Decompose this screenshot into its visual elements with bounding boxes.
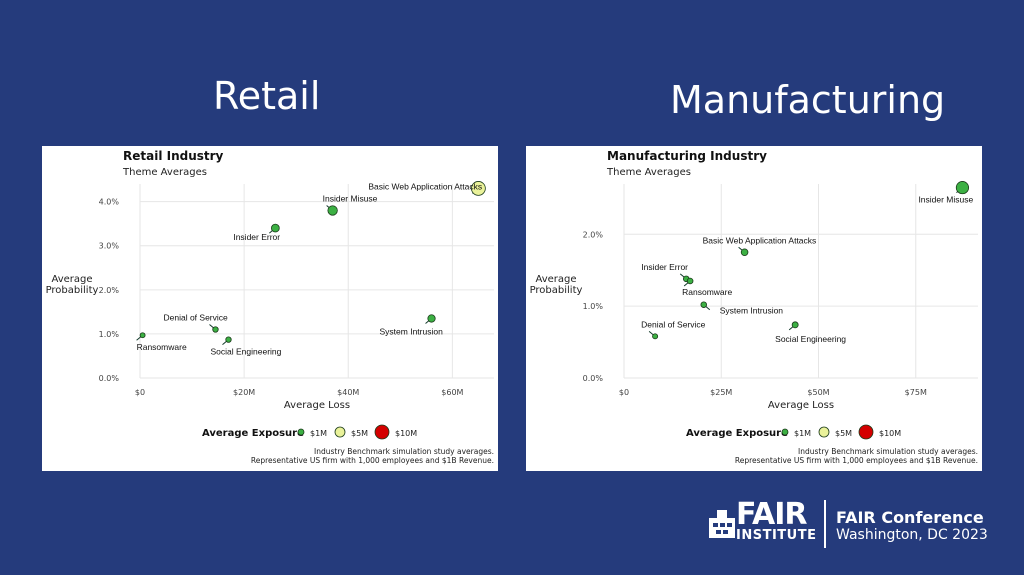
data-point [327, 205, 338, 216]
data-point [740, 248, 749, 257]
retail-scatter-chart: Retail Industry Theme Averages 0.0% 1.0% 2.0… [46, 149, 494, 465]
conference-place: Washington, DC 2023 [836, 527, 988, 543]
x-tick-label: $75M [905, 388, 927, 397]
point-label: Denial of Service [163, 313, 228, 323]
y-tick-label: 0.0% [99, 374, 120, 383]
chart-note: Representative US firm with 1,000 employ… [735, 456, 978, 465]
y-tick-label: 1.0% [99, 330, 120, 339]
chart-subtitle: Theme Averages [606, 167, 691, 178]
chart-title: Retail Industry [123, 149, 224, 163]
data-point [212, 326, 219, 333]
data-point [700, 301, 707, 308]
point-label: Basic Web Application Attacks [368, 181, 482, 191]
y-axis-label-line2: Probability [46, 285, 99, 296]
data-point [139, 332, 146, 339]
footer-divider [824, 500, 826, 548]
data-point [471, 181, 486, 196]
x-tick-label: $40M [337, 388, 359, 397]
legend-label: $5M [351, 429, 368, 438]
manufacturing-chart-panel: Manufacturing Industry Theme Averages 0.0%… [526, 146, 982, 471]
logo-sub: INSTITUTE [736, 528, 817, 543]
legend-title: Average Exposure [686, 428, 788, 439]
chart-note: Industry Benchmark simulation study aver… [314, 447, 494, 456]
x-tick-label: $0 [619, 388, 629, 397]
manufacturing-heading: Manufacturing [670, 78, 946, 122]
legend-title: Average Exposure [202, 428, 304, 439]
point-label: Ransomware [137, 342, 187, 352]
y-tick-label: 0.0% [583, 374, 604, 383]
chart-subtitle: Theme Averages [122, 167, 207, 178]
legend-marker [858, 424, 874, 440]
point-label: Insider Error [641, 262, 688, 272]
chart-note: Representative US firm with 1,000 employ… [251, 456, 494, 465]
x-axis-label: Average Loss [284, 400, 350, 411]
y-axis-label-line1: Average [535, 274, 576, 285]
point-label: Insider Misuse [918, 195, 973, 205]
legend-label: $10M [395, 429, 417, 438]
point-label: System Intrusion [720, 306, 784, 316]
data-point [652, 333, 659, 340]
y-axis-label-line2: Probability [530, 285, 583, 296]
legend-marker [297, 428, 305, 436]
point-label: Basic Web Application Attacks [703, 235, 817, 245]
point-label: Ransomware [682, 287, 732, 297]
legend-label: $5M [835, 429, 852, 438]
x-tick-label: $0 [135, 388, 145, 397]
legend-label: $1M [310, 429, 327, 438]
y-tick-label: 2.0% [99, 286, 120, 295]
x-tick-label: $20M [233, 388, 255, 397]
retail-heading: Retail [213, 74, 321, 118]
point-label: System Intrusion [380, 326, 444, 336]
y-tick-label: 3.0% [99, 242, 120, 251]
x-tick-label: $60M [441, 388, 463, 397]
point-label: Social Engineering [775, 334, 846, 344]
chart-title: Manufacturing Industry [607, 149, 767, 163]
y-tick-label: 4.0% [99, 198, 120, 207]
data-point [686, 277, 694, 285]
retail-chart-panel: Retail Industry Theme Averages 0.0% 1.0% 2.0… [42, 146, 498, 471]
point-label: Insider Error [233, 232, 280, 242]
point-label: Denial of Service [641, 319, 706, 329]
logo-word: FAIR [736, 497, 808, 532]
legend-marker [818, 426, 830, 438]
legend-label: $10M [879, 429, 901, 438]
data-point [271, 223, 280, 233]
manufacturing-scatter-chart: Manufacturing Industry Theme Averages 0.0%… [530, 149, 978, 465]
x-axis-label: Average Loss [768, 400, 834, 411]
data-point [955, 181, 970, 195]
legend-marker [334, 426, 346, 438]
point-label: Insider Misuse [323, 193, 378, 203]
legend-marker [781, 428, 789, 436]
data-point [225, 336, 232, 343]
x-tick-label: $25M [710, 388, 732, 397]
point-label: Social Engineering [211, 347, 282, 357]
fair-logo-icon [709, 510, 735, 538]
conference-title: FAIR Conference [836, 508, 984, 527]
chart-note: Industry Benchmark simulation study aver… [798, 447, 978, 456]
legend-marker [374, 424, 390, 440]
y-tick-label: 2.0% [583, 230, 604, 239]
x-tick-label: $50M [807, 388, 829, 397]
y-axis-label-line1: Average [51, 274, 92, 285]
data-point [427, 314, 436, 323]
y-tick-label: 1.0% [583, 302, 604, 311]
data-point [791, 321, 799, 329]
legend-label: $1M [794, 429, 811, 438]
